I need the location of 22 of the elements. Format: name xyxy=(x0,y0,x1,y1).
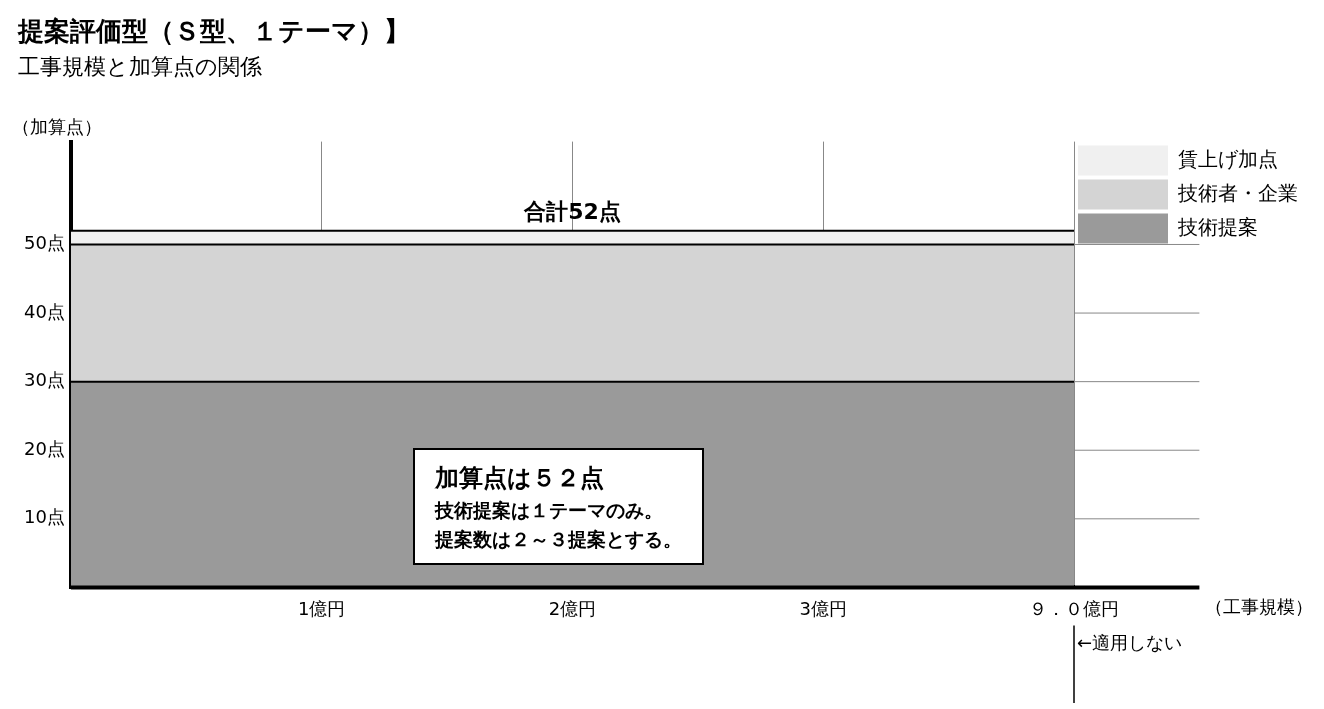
y-tick-label: 20点 xyxy=(24,437,65,459)
y-tick-label: 10点 xyxy=(24,506,65,528)
y-tick-label: 40点 xyxy=(24,300,65,322)
legend-label: 技術者・企業 xyxy=(1177,180,1298,205)
x-tick-label: 1億円 xyxy=(297,597,346,619)
annotation: 提案数は２～３提案とする。 xyxy=(435,526,682,552)
y-tick-label: 30点 xyxy=(24,369,65,391)
chart-title: 提案評価型（Ｓ型、１テーマ）】 xyxy=(17,16,410,47)
y-tick-label: 50点 xyxy=(24,232,65,254)
chart-subtitle: 工事規模と加算点の関係 xyxy=(18,54,262,80)
annotation: 加算点は５２点 xyxy=(435,463,605,494)
annotation: 合計52点 xyxy=(523,199,621,225)
text: （工事規模） xyxy=(1205,596,1314,618)
annotation: 技術提案は１テーマのみ。 xyxy=(435,498,664,523)
y-axis-title: （加算点） xyxy=(12,116,102,138)
x-tick-label: 2億円 xyxy=(548,597,597,619)
x-tick-label: 3億円 xyxy=(799,597,847,619)
x-tick-label: ９．０億円 xyxy=(1029,597,1119,619)
note-box: 加算点は５２点 技術提案は１テーマのみ。 提案数は２～３提案とする。 xyxy=(413,448,704,565)
legend-label: 賃上げ加点 xyxy=(1178,146,1278,171)
legend-label: 技術提案 xyxy=(1177,214,1258,239)
ref-line-label: ←適用しない xyxy=(1077,632,1183,654)
